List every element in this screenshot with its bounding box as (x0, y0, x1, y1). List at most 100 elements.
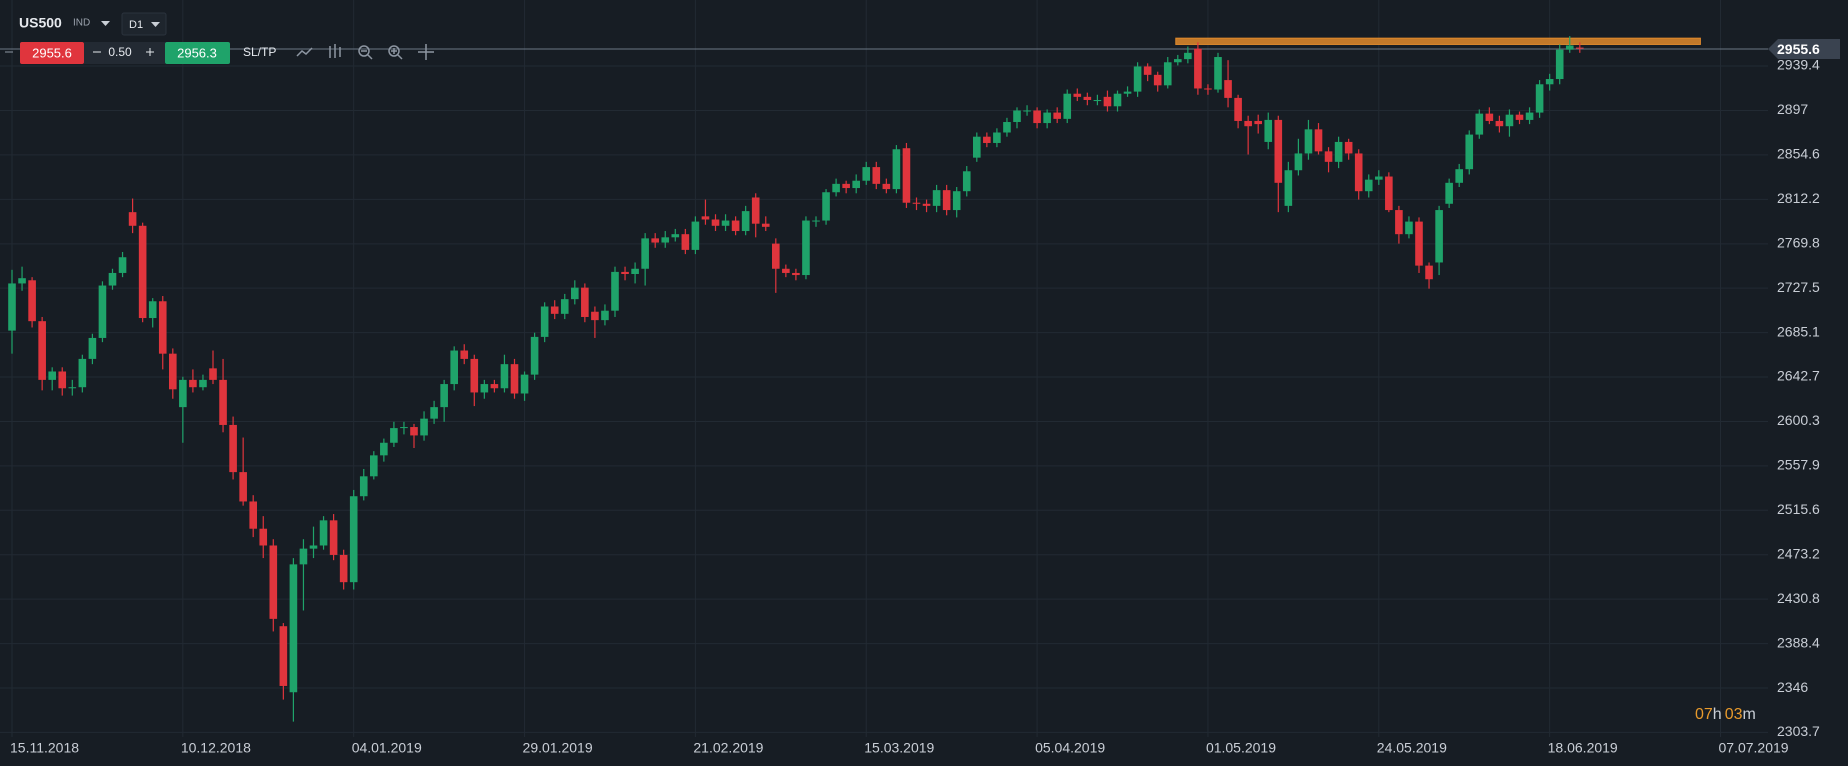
candle-body (239, 472, 247, 502)
candle-icon[interactable] (329, 44, 341, 58)
candle-body (731, 220, 740, 232)
candle-body (1576, 47, 1584, 49)
candle-body (18, 278, 26, 284)
candle-body (430, 407, 438, 419)
candle-body (1415, 221, 1423, 266)
sell-button[interactable] (20, 42, 84, 64)
candle-body (400, 427, 408, 429)
candle-body (1043, 112, 1051, 124)
candle-body (1395, 210, 1403, 235)
lot-size[interactable]: 0.50 (108, 45, 132, 59)
candle-body (38, 321, 46, 380)
candle-body (591, 311, 599, 321)
candle-body (892, 149, 901, 190)
candle-body (1364, 179, 1373, 192)
candle-body (962, 171, 971, 192)
y-tick-label: 2600.3 (1777, 412, 1820, 428)
candle-body (530, 336, 539, 375)
candle-body (329, 520, 338, 555)
zoom-in-icon[interactable] (388, 45, 403, 60)
candle-body (98, 285, 107, 338)
candle-body (822, 192, 830, 221)
price-tag-label: 2955.6 (1777, 41, 1820, 57)
crosshair-icon[interactable] (418, 44, 434, 60)
x-tick-label: 15.03.2019 (864, 740, 934, 756)
countdown-minutes: 03 (1725, 706, 1743, 723)
candle-body (932, 190, 941, 206)
timeframe-box[interactable] (121, 12, 167, 36)
candle-body (1555, 49, 1564, 80)
candle-body (480, 384, 489, 393)
candle-body (1525, 112, 1534, 120)
x-tick-label: 29.01.2019 (523, 740, 593, 756)
y-tick-label: 2854.6 (1777, 146, 1820, 162)
candle-body (641, 238, 649, 269)
candle-body (1304, 129, 1313, 154)
candle-body (1294, 153, 1303, 171)
y-tick-label: 2557.9 (1777, 457, 1820, 473)
candle-body (1133, 66, 1142, 92)
candle-body (792, 272, 800, 276)
candle-body (490, 384, 499, 389)
candle-body (1385, 176, 1393, 211)
sell-price[interactable]: 2955.6 (32, 45, 72, 60)
buy-button[interactable] (165, 42, 230, 64)
candle-body (158, 301, 167, 354)
candle-body (912, 202, 921, 204)
candle-body (1465, 134, 1474, 170)
candle-body (1184, 52, 1192, 60)
candle-body (741, 211, 750, 232)
sltp-button[interactable]: SL/TP (243, 45, 276, 59)
candle-body (983, 136, 991, 143)
candle-body (601, 310, 609, 321)
candle-body (832, 183, 840, 193)
candle-body (1284, 170, 1293, 206)
price-tag (1768, 39, 1840, 60)
candle-body (269, 545, 278, 619)
y-tick-label: 2388.4 (1777, 634, 1820, 650)
candle-body (1264, 119, 1273, 142)
candle-body (1425, 265, 1433, 280)
candle-body (88, 337, 97, 359)
zoom-out-icon[interactable] (358, 45, 373, 60)
candle-body (1163, 62, 1172, 86)
candle-body (118, 257, 127, 273)
candle-body (1314, 129, 1323, 152)
candle-body (1123, 91, 1132, 94)
y-tick-label: 2685.1 (1777, 323, 1820, 339)
candle-body (410, 427, 418, 436)
candle-body (1495, 120, 1504, 127)
candle-body (289, 564, 298, 693)
x-tick-label: 04.01.2019 (352, 740, 422, 756)
symbol[interactable]: US500 (19, 15, 62, 31)
x-tick-label: 07.07.2019 (1719, 740, 1789, 756)
candle-body (189, 379, 197, 388)
candle-body (661, 237, 670, 243)
candle-body (560, 299, 569, 314)
plus-button[interactable] (146, 48, 154, 56)
resistance-zone (1175, 37, 1701, 45)
y-tick-label: 2473.2 (1777, 545, 1820, 561)
timeframe-dropdown[interactable] (151, 22, 160, 27)
candle-body (1214, 57, 1222, 90)
y-tick-label: 2769.8 (1777, 235, 1820, 251)
candle-body (229, 424, 237, 473)
timeframe[interactable]: D1 (129, 19, 143, 31)
buy-price[interactable]: 2956.3 (177, 45, 217, 60)
candle-body (470, 358, 479, 393)
candle-body (952, 191, 961, 211)
candle-body (520, 374, 529, 394)
candle-body (540, 306, 549, 337)
candle-body (1174, 59, 1182, 63)
line-chart-icon[interactable] (296, 47, 313, 57)
y-tick-label: 2897 (1777, 101, 1808, 117)
y-tick-label: 2642.7 (1777, 368, 1820, 384)
candle-body (1475, 113, 1484, 135)
candle-body (721, 220, 730, 226)
symbol-dropdown[interactable] (101, 21, 110, 26)
candle-body (319, 520, 328, 546)
candle-body (420, 418, 428, 436)
